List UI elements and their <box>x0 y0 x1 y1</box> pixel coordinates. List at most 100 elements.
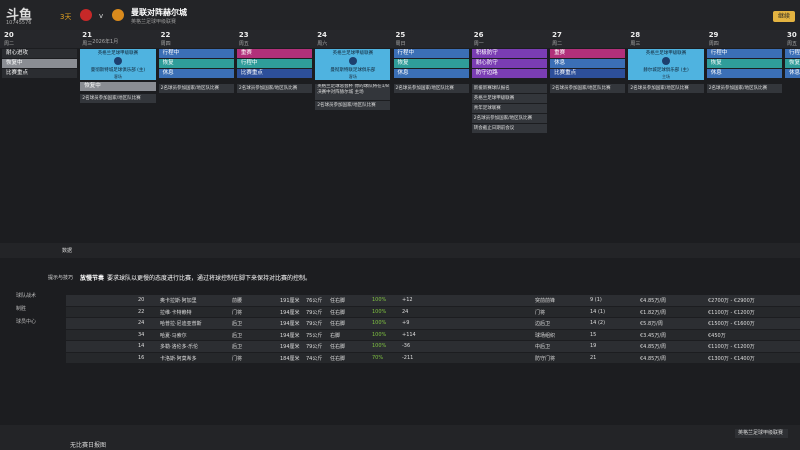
table-row[interactable] <box>66 352 800 363</box>
note: 英格兰足球甲级联赛 <box>471 94 548 103</box>
event[interactable]: 比赛重点 <box>550 69 626 78</box>
note: 2名球员参加国家/地区队比赛 <box>471 114 548 123</box>
table-cell: 100% <box>372 331 387 338</box>
event[interactable]: 重赛 <box>236 49 313 58</box>
event[interactable]: 休息 <box>158 69 234 78</box>
match-venue: 主场 <box>662 74 671 79</box>
event[interactable]: 行程中 <box>158 49 234 58</box>
sidebar-item[interactable]: 球员中心 <box>16 319 37 325</box>
table-cell: 任右脚 <box>330 298 346 304</box>
event[interactable]: 耐心进攻 <box>2 49 78 58</box>
event[interactable]: 休息 <box>393 69 469 78</box>
event[interactable]: 休息 <box>550 59 626 68</box>
table-cell: 74公斤 <box>306 355 323 362</box>
weekday: 周三 <box>630 41 641 47</box>
table-cell: 24 <box>402 308 409 315</box>
event[interactable]: 休息 <box>785 69 800 78</box>
event[interactable]: 恢复 <box>158 59 234 68</box>
table-cell: 后卫 <box>232 344 243 350</box>
match-opponent: 曼彻斯特城足球俱乐部 (主) <box>90 68 146 73</box>
match-venue: 客场 <box>113 74 122 79</box>
match-subtitle: 英格兰足球甲级联赛 <box>131 19 177 25</box>
event[interactable]: 恢复中 <box>2 59 78 68</box>
table-cell: €1100万 - €1200万 <box>708 309 755 316</box>
weekday: 周五 <box>787 41 798 47</box>
event[interactable]: 比赛重点 <box>236 69 313 78</box>
table-cell: 任右脚 <box>330 321 346 327</box>
dropdown[interactable]: 英格兰足球甲级联赛 <box>735 429 788 438</box>
note: 青年足球联赛 <box>471 104 548 113</box>
weekday: 周五 <box>238 41 249 47</box>
table-cell: 22 <box>138 308 145 315</box>
table-cell: 15 <box>590 331 597 338</box>
table-cell: 184厘米 <box>280 355 300 362</box>
note: 2名球员参加国家/地区队比赛 <box>315 101 391 110</box>
table-cell: 14 (1) <box>590 308 606 315</box>
weekday: 周四 <box>708 41 719 47</box>
weekday: 周二 <box>552 41 563 47</box>
table-cell: 194厘米 <box>280 309 300 316</box>
table-row[interactable] <box>66 329 800 340</box>
table-cell: 79公斤 <box>306 309 323 316</box>
table-row[interactable] <box>66 341 800 352</box>
table-cell: 门将 <box>535 309 546 316</box>
day-number: 26 <box>473 31 484 39</box>
note: 2名球员参加国家/地区队比赛 <box>706 84 782 93</box>
table-cell: 100% <box>372 297 387 303</box>
report-text: 无比赛日报图 <box>70 442 107 449</box>
event[interactable]: 行程中 <box>706 49 782 58</box>
table-row[interactable] <box>66 295 800 306</box>
tips-label: 提示与技巧 <box>48 275 74 281</box>
event[interactable]: 积极防守 <box>471 49 548 58</box>
days-left: 3天 <box>60 13 72 21</box>
event[interactable]: 耐心防守 <box>471 59 548 68</box>
table-cell: 卡洛斯·阿莫希多 <box>160 355 197 362</box>
table-cell: 任右脚 <box>330 355 346 362</box>
table-cell: 14 <box>138 343 145 349</box>
table-cell: 突前前锋 <box>535 298 556 304</box>
event[interactable]: 行程中 <box>236 59 313 68</box>
table-cell: 76公斤 <box>306 298 323 304</box>
table-cell: 79公斤 <box>306 321 323 327</box>
continue-button[interactable]: 继续 <box>773 11 795 22</box>
table-cell: 16 <box>138 354 145 361</box>
event[interactable]: 行程中 <box>785 49 800 58</box>
event[interactable]: 防守边路 <box>471 69 548 78</box>
table-cell: 球场组织 <box>535 332 556 339</box>
table-cell: 194厘米 <box>280 344 300 350</box>
table-cell: 后卫 <box>232 321 243 327</box>
day-number: 28 <box>630 31 641 39</box>
sidebar-item[interactable]: 制胜 <box>16 306 27 312</box>
day-number: 30 <box>787 31 797 39</box>
event[interactable]: 休息 <box>706 69 782 78</box>
table-row[interactable] <box>66 306 800 317</box>
club-badge <box>113 57 122 65</box>
day-number: 23 <box>238 31 249 39</box>
event[interactable]: 恢复 <box>393 59 469 68</box>
table-cell: 门将 <box>232 309 243 316</box>
event[interactable]: 重赛 <box>550 49 626 58</box>
table-cell: 20 <box>138 297 145 303</box>
event[interactable]: 恢复 <box>706 59 782 68</box>
table-cell: 任右脚 <box>330 309 346 316</box>
match-competition: 英格兰足球甲级联赛 <box>97 51 139 56</box>
table-cell: -211 <box>402 354 414 361</box>
table-cell: 79公斤 <box>306 344 323 350</box>
table-cell: 后卫 <box>232 332 243 339</box>
event[interactable]: 行程中 <box>393 49 469 58</box>
data-bar <box>0 243 800 258</box>
sidebar-item[interactable]: 球队战术 <box>16 293 37 299</box>
event[interactable]: 恢复中 <box>80 82 156 91</box>
table-cell: 多勒·洛伦多·乐伦 <box>160 344 199 350</box>
table-cell: 右脚 <box>330 332 341 339</box>
tip-title: 放慢节奏 <box>80 275 105 282</box>
table-row[interactable] <box>66 318 800 329</box>
note: 2名球员参加国家/地区队比赛 <box>628 84 704 93</box>
table-cell: +114 <box>402 331 416 338</box>
table-cell: €1300万 - €1400万 <box>708 355 755 362</box>
event[interactable]: 恢复 <box>785 59 800 68</box>
table-cell: 100% <box>372 343 387 349</box>
event[interactable]: 比赛重点 <box>2 69 78 78</box>
team-logo <box>80 9 92 21</box>
